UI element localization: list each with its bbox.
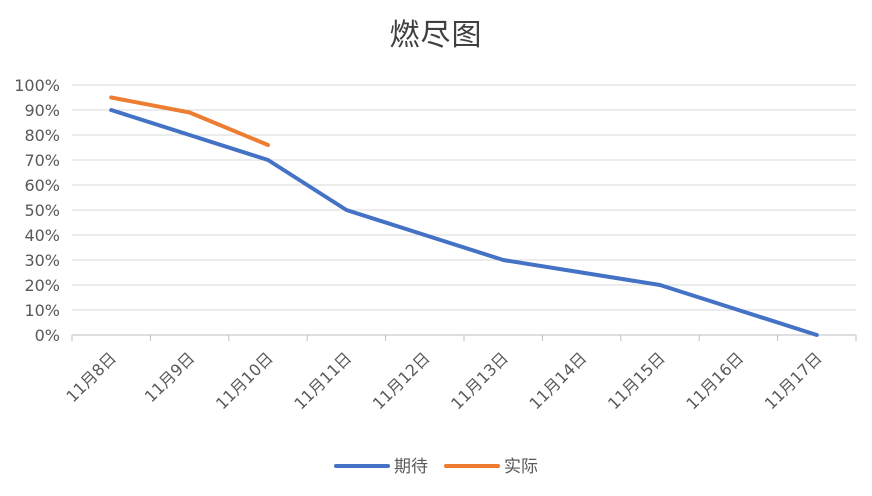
data-point — [658, 283, 662, 287]
y-tick-label: 50% — [24, 201, 60, 220]
x-tick-label: 11月8日 — [62, 348, 120, 406]
x-tick-label: 11月16日 — [682, 348, 747, 413]
x-tick-label: 11月17日 — [761, 348, 826, 413]
data-point — [188, 111, 192, 115]
x-tick-label: 11月9日 — [141, 348, 199, 406]
x-tick-label: 11月12日 — [369, 348, 434, 413]
series-line-0 — [109, 108, 819, 337]
x-tick-label: 11月15日 — [604, 348, 669, 413]
x-tick-label: 11月11日 — [290, 348, 355, 413]
chart-title: 燃尽图 — [389, 18, 483, 53]
data-point — [736, 308, 740, 312]
data-point — [423, 233, 427, 237]
series-line-1 — [109, 95, 270, 147]
data-point — [815, 333, 819, 337]
data-point — [266, 158, 270, 162]
y-tick-label: 30% — [24, 251, 60, 270]
legend-label: 期待 — [394, 457, 428, 477]
y-tick-label: 90% — [24, 101, 60, 120]
y-tick-label: 20% — [24, 276, 60, 295]
y-tick-label: 60% — [24, 176, 60, 195]
x-tick-label: 11月10日 — [212, 348, 277, 413]
y-tick-label: 70% — [24, 151, 60, 170]
data-point — [266, 143, 270, 147]
x-tick-label: 11月13日 — [447, 348, 512, 413]
data-point — [580, 271, 584, 275]
y-tick-label: 40% — [24, 226, 60, 245]
data-point — [344, 208, 348, 212]
data-point — [501, 258, 505, 262]
x-tick-label: 11月14日 — [526, 348, 591, 413]
y-tick-label: 100% — [14, 76, 60, 95]
legend-label: 实际 — [504, 457, 538, 477]
data-point — [109, 108, 113, 112]
y-tick-label: 0% — [35, 326, 60, 345]
y-tick-label: 10% — [24, 301, 60, 320]
y-tick-label: 80% — [24, 126, 60, 145]
data-point — [109, 96, 113, 100]
data-point — [188, 133, 192, 137]
